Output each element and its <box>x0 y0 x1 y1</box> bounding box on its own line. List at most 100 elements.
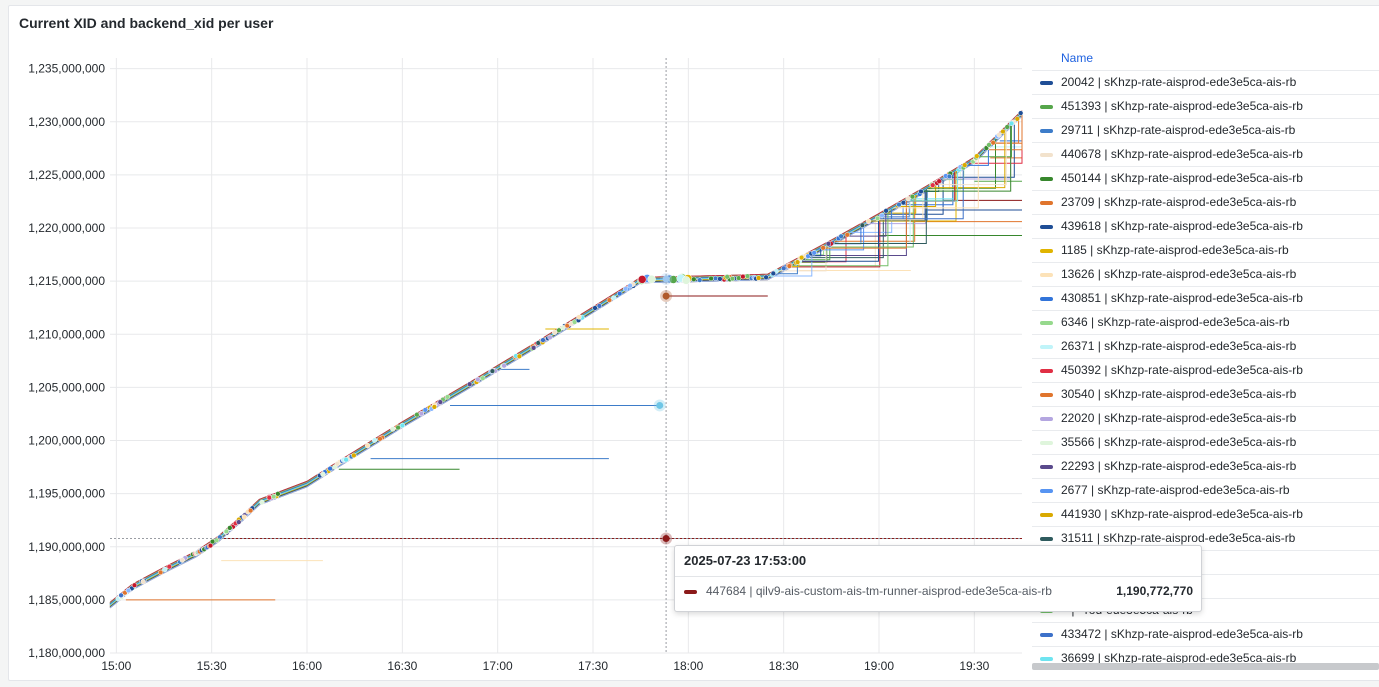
data-point <box>883 208 889 214</box>
series-line <box>109 115 1023 609</box>
step-line <box>905 170 959 202</box>
data-point <box>770 270 776 277</box>
legend-item[interactable]: 29711 | sKhzp-rate-aisprod-ede3e5ca-ais-… <box>1032 118 1379 142</box>
data-point <box>627 283 633 289</box>
legend-swatch <box>1040 177 1053 181</box>
data-point <box>551 329 558 335</box>
step-line <box>899 172 954 206</box>
data-point <box>763 274 769 280</box>
legend-item[interactable]: 433472 | sKhzp-rate-aisprod-ede3e5ca-ais… <box>1032 622 1379 646</box>
data-point <box>131 582 138 588</box>
data-point <box>708 275 714 282</box>
highlight-point <box>656 401 664 409</box>
legend-label: 29711 | sKhzp-rate-aisprod-ede3e5ca-ais-… <box>1061 123 1296 137</box>
step-line <box>794 245 828 263</box>
legend-label: 439618 | sKhzp-rate-aisprod-ede3e5ca-ais… <box>1061 219 1303 233</box>
legend-item[interactable]: 430851 | sKhzp-rate-aisprod-ede3e5ca-ais… <box>1032 286 1379 310</box>
step-line <box>945 120 1015 178</box>
data-point <box>236 519 242 525</box>
step-line <box>927 139 996 189</box>
legend-scrollbar[interactable] <box>1032 663 1379 670</box>
legend-item[interactable]: 451393 | sKhzp-rate-aisprod-ede3e5ca-ais… <box>1032 94 1379 118</box>
data-point <box>592 305 598 311</box>
y-tick-label: 1,210,000,000 <box>28 327 105 341</box>
legend-item[interactable]: 450392 | sKhzp-rate-aisprod-ede3e5ca-ais… <box>1032 358 1379 382</box>
legend-swatch <box>1040 417 1053 421</box>
legend-item[interactable]: 439618 | sKhzp-rate-aisprod-ede3e5ca-ais… <box>1032 214 1379 238</box>
chart[interactable]: 1,180,000,000 1,185,000,000 1,190,000,000 1… <box>0 0 1032 687</box>
y-tick-label: 1,225,000,000 <box>28 168 105 182</box>
legend-label: 22293 | sKhzp-rate-aisprod-ede3e5ca-ais-… <box>1061 459 1297 473</box>
legend-label: 433472 | sKhzp-rate-aisprod-ede3e5ca-ais… <box>1061 627 1303 641</box>
data-point <box>489 368 496 374</box>
legend-swatch <box>1040 81 1053 85</box>
legend-item[interactable]: 22293 | sKhzp-rate-aisprod-ede3e5ca-ais-… <box>1032 454 1379 478</box>
data-point <box>622 286 629 292</box>
data-point <box>946 173 953 180</box>
data-point <box>343 457 349 463</box>
data-point <box>334 461 340 467</box>
legend-label: 23709 | sKhzp-rate-aisprod-ede3e5ca-ais-… <box>1061 195 1297 209</box>
series-line <box>109 111 1023 604</box>
data-point <box>825 241 832 247</box>
data-point <box>900 200 907 206</box>
step-line <box>843 212 887 237</box>
data-point <box>681 276 691 285</box>
legend-swatch <box>1040 537 1053 541</box>
data-point <box>697 277 703 283</box>
data-point <box>1000 128 1006 135</box>
legend-item[interactable]: 1185 | sKhzp-rate-aisprod-ede3e5ca-ais-r… <box>1032 238 1379 262</box>
tooltip-series-swatch <box>684 590 697 594</box>
legend-item[interactable]: 450144 | sKhzp-rate-aisprod-ede3e5ca-ais… <box>1032 166 1379 190</box>
data-point <box>717 276 723 282</box>
legend-item[interactable]: 20042 | sKhzp-rate-aisprod-ede3e5ca-ais-… <box>1032 70 1379 94</box>
legend-item[interactable]: 30540 | sKhzp-rate-aisprod-ede3e5ca-ais-… <box>1032 382 1379 406</box>
series-line <box>109 112 1023 605</box>
legend-item[interactable]: 440678 | sKhzp-rate-aisprod-ede3e5ca-ais… <box>1032 142 1379 166</box>
tooltip-divider <box>675 576 1201 577</box>
series-line <box>109 114 1023 608</box>
legend-item[interactable]: 22020 | sKhzp-rate-aisprod-ede3e5ca-ais-… <box>1032 406 1379 430</box>
legend-label: 22020 | sKhzp-rate-aisprod-ede3e5ca-ais-… <box>1061 411 1297 425</box>
data-point <box>327 465 333 472</box>
series-line <box>109 110 1023 603</box>
data-point <box>879 212 885 219</box>
legend-swatch <box>1040 393 1053 397</box>
legend-item[interactable]: 35566 | sKhzp-rate-aisprod-ede3e5ca-ais-… <box>1032 430 1379 454</box>
data-point <box>691 276 697 282</box>
data-point <box>140 578 146 585</box>
data-point <box>1008 120 1015 127</box>
data-point <box>617 290 623 297</box>
data-point <box>1014 116 1020 122</box>
data-point <box>364 442 371 449</box>
data-point <box>724 274 730 280</box>
legend-item[interactable]: 36699 | sKhzp-rate-aisprod-ede3e5ca-ais-… <box>1032 646 1379 670</box>
data-point <box>755 275 762 281</box>
legend-item[interactable]: 441930 | sKhzp-rate-aisprod-ede3e5ca-ais… <box>1032 502 1379 526</box>
legend-label: 451393 | sKhzp-rate-aisprod-ede3e5ca-ais… <box>1061 99 1303 113</box>
legend-item[interactable]: 31511 | sKhzp-rate-aisprod-ede3e5ca-ais-… <box>1032 526 1379 550</box>
legend-item[interactable]: 23709 | sKhzp-rate-aisprod-ede3e5ca-ais-… <box>1032 190 1379 214</box>
legend-swatch <box>1040 153 1053 157</box>
legend-item[interactable]: 26371 | sKhzp-rate-aisprod-ede3e5ca-ais-… <box>1032 334 1379 358</box>
legend-header-name[interactable]: Name <box>1061 51 1094 65</box>
data-point <box>740 273 746 280</box>
legend-swatch <box>1040 129 1053 133</box>
legend-item[interactable]: 13626 | sKhzp-rate-aisprod-ede3e5ca-ais-… <box>1032 262 1379 286</box>
series-line <box>109 115 1023 609</box>
data-point <box>918 188 924 195</box>
legend-item[interactable]: 2677 | sKhzp-rate-aisprod-ede3e5ca-ais-r… <box>1032 478 1379 502</box>
data-point <box>729 276 736 282</box>
legend-label: 450392 | sKhzp-rate-aisprod-ede3e5ca-ais… <box>1061 363 1303 377</box>
data-point <box>909 194 916 200</box>
y-tick-label: 1,200,000,000 <box>28 434 105 448</box>
data-point <box>266 495 272 501</box>
step-line <box>925 168 961 191</box>
data-point <box>157 569 164 576</box>
x-tick-label: 16:30 <box>387 659 417 673</box>
series-lines <box>109 110 1023 609</box>
tooltip: 2025-07-23 17:53:00 447684 | qilv9-ais-c… <box>674 545 1202 612</box>
data-point <box>896 201 902 208</box>
legend-item[interactable]: 6346 | sKhzp-rate-aisprod-ede3e5ca-ais-r… <box>1032 310 1379 334</box>
data-point <box>351 452 357 459</box>
